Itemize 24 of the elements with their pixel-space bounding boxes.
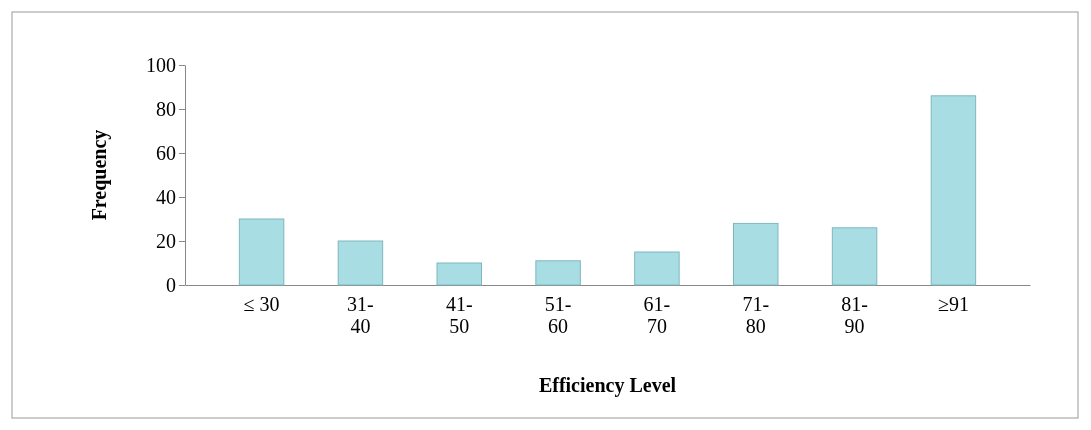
y-tick-label: 40 bbox=[156, 185, 176, 208]
bar bbox=[930, 95, 977, 286]
x-tick-label: 31-40 bbox=[347, 293, 374, 338]
y-tick-label: 80 bbox=[156, 97, 176, 120]
y-tick-label: 60 bbox=[156, 141, 176, 164]
x-tick-label: ≥91 bbox=[937, 293, 969, 316]
y-axis-title: Frequency bbox=[88, 129, 111, 221]
bar bbox=[337, 240, 384, 286]
bar bbox=[436, 262, 482, 286]
bar bbox=[831, 227, 878, 286]
x-tick-label: 71-80 bbox=[742, 293, 770, 338]
x-tick-label: ≤ 30 bbox=[243, 293, 280, 316]
x-axis-title: Efficiency Level bbox=[538, 374, 677, 397]
bar bbox=[733, 222, 779, 286]
x-tick-label: 41-50 bbox=[445, 293, 473, 338]
bar bbox=[238, 218, 285, 286]
x-tick-label: 61-70 bbox=[643, 293, 671, 338]
x-tick-label: 81-90 bbox=[841, 293, 868, 338]
x-tick-label: 51-60 bbox=[544, 293, 572, 338]
bar bbox=[634, 251, 680, 286]
y-tick-label: 20 bbox=[156, 229, 176, 252]
bar bbox=[535, 260, 581, 286]
y-tick-label: 0 bbox=[166, 273, 176, 296]
y-tick-label: 100 bbox=[146, 53, 176, 76]
